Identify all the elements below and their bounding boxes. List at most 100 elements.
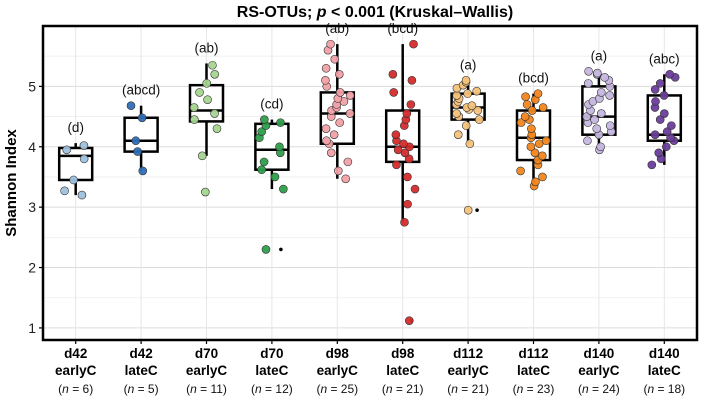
data-point: [400, 217, 409, 227]
n-value: = 18): [654, 382, 685, 396]
data-point: [530, 148, 540, 158]
data-point: [133, 147, 142, 156]
significance-letter: (ab): [325, 21, 349, 36]
n-value: = 21): [458, 382, 489, 396]
data-point: [583, 136, 592, 146]
data-point: [77, 190, 87, 200]
plot-layer: (d) (abcd) (ab) (cd) (ab) (bcd) (a) (bcd) (a) (ab…: [57, 21, 683, 325]
data-point: [326, 39, 335, 49]
data-point: [403, 199, 412, 209]
n-value: = 23): [523, 382, 554, 396]
data-point: [388, 70, 398, 79]
n-open-paren: (: [447, 382, 451, 396]
data-point: [62, 145, 72, 155]
significance-letter: (ab): [194, 40, 218, 55]
n-value: = 5): [134, 382, 158, 396]
data-point: [655, 79, 665, 88]
x-tick-label-line1: d70: [260, 346, 283, 361]
x-tick-label-n: (n = 6): [58, 382, 93, 396]
n-value: = 11): [197, 382, 227, 396]
data-point: [651, 97, 660, 106]
x-tick-label-line2: lateC: [255, 363, 288, 378]
x-tick-label-n: (n = 21): [382, 382, 424, 396]
x-tick-label-line1: d140: [584, 346, 615, 361]
data-point: [275, 142, 284, 152]
title-prefix: RS-OTUs;: [237, 4, 317, 21]
data-point: [69, 175, 78, 185]
data-point: [276, 118, 285, 127]
x-tick-label-line2: earlyC: [186, 363, 228, 378]
x-tick-label-line2: earlyC: [447, 363, 489, 378]
x-tick-label-line2: earlyC: [55, 363, 97, 378]
data-point: [584, 66, 593, 76]
data-point: [667, 121, 676, 130]
data-point: [452, 91, 462, 100]
data-point: [131, 136, 141, 146]
n-value: = 12): [262, 382, 293, 396]
data-point: [531, 177, 540, 187]
significance-letter: (a): [591, 48, 608, 63]
n-open-paren: (: [578, 382, 582, 396]
significance-letter: (abc): [649, 51, 680, 66]
data-point: [662, 142, 671, 152]
n-open-paren: (: [251, 382, 255, 396]
data-point: [341, 174, 351, 184]
significance-letter: (abcd): [122, 83, 160, 98]
data-point: [189, 103, 199, 112]
x-tick-label-line1: d112: [453, 346, 483, 361]
data-point: [605, 91, 614, 100]
title-p: p: [316, 4, 327, 21]
data-point: [650, 130, 660, 139]
y-tick-label: 2: [28, 260, 36, 276]
data-point: [260, 115, 269, 124]
x-tick-label-n: (n = 23): [513, 382, 555, 396]
data-point: [334, 70, 344, 79]
iqr-box: [123, 116, 159, 153]
data-point: [410, 184, 420, 194]
n-symbol: n: [320, 382, 327, 396]
x-tick-label-line1: d140: [649, 346, 680, 361]
data-point: [521, 92, 530, 101]
data-point: [654, 148, 664, 158]
data-point: [407, 76, 417, 85]
n-value: = 25): [327, 382, 358, 396]
data-point: [463, 205, 473, 215]
n-value: = 21): [393, 382, 424, 396]
data-point: [257, 127, 266, 136]
n-open-paren: (: [316, 382, 320, 396]
y-tick-label: 5: [28, 78, 36, 94]
n-open-paren: (: [124, 382, 128, 396]
data-point: [404, 154, 414, 164]
data-point: [270, 172, 280, 182]
data-point: [650, 85, 660, 94]
data-point: [330, 54, 340, 64]
n-symbol: n: [451, 382, 458, 396]
x-tick-label-n: (n = 18): [643, 382, 685, 396]
y-tick-label: 3: [28, 199, 36, 215]
data-point: [138, 166, 148, 176]
data-point: [60, 186, 69, 196]
x-tick-label-line1: d112: [518, 346, 548, 361]
chart-title: RS-OTUs; p < 0.001 (Kruskal–Wallis): [237, 4, 513, 21]
data-point: [210, 109, 219, 118]
n-symbol: n: [517, 382, 524, 396]
x-tick-label-line1: d98: [391, 346, 415, 361]
n-open-paren: (: [58, 382, 62, 396]
data-point: [335, 88, 345, 97]
data-point: [345, 91, 355, 100]
n-symbol: n: [647, 382, 654, 396]
n-value: = 24): [589, 382, 620, 396]
data-point: [409, 39, 418, 49]
x-tick-label-line2: earlyC: [578, 363, 620, 378]
data-point: [279, 184, 288, 194]
significance-letter: (a): [460, 57, 477, 72]
data-point: [257, 165, 266, 175]
data-point: [584, 79, 593, 88]
data-point: [600, 73, 609, 82]
data-point: [261, 245, 271, 254]
data-point: [190, 115, 199, 124]
data-point: [203, 95, 212, 104]
data-point: [197, 151, 207, 161]
data-point: [660, 109, 669, 118]
